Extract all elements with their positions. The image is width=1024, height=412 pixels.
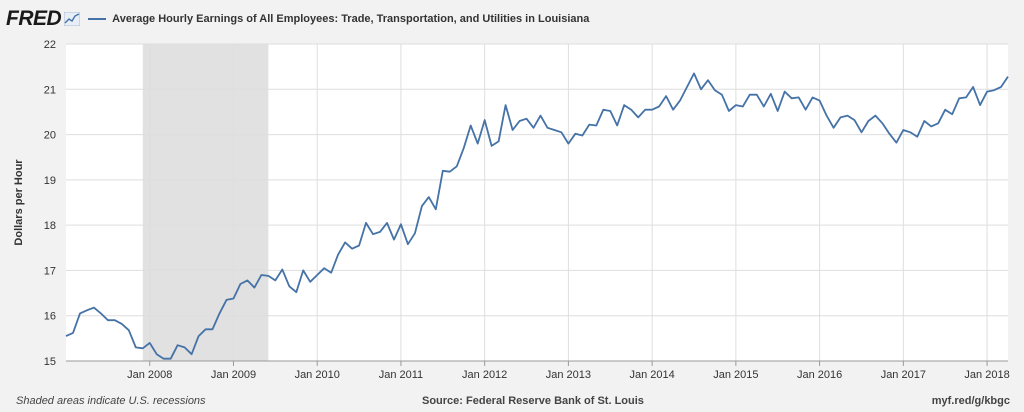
x-tick-label: Jan 2014 — [630, 369, 675, 381]
x-tick-label: Jan 2013 — [546, 369, 591, 381]
x-tick-label: Jan 2011 — [379, 369, 423, 381]
y-tick-label: 15 — [44, 356, 56, 368]
fred-logo: FRED — [6, 7, 62, 30]
x-tick-label: Jan 2017 — [881, 369, 926, 381]
y-tick-label: 17 — [44, 265, 56, 277]
x-tick-label: Jan 2012 — [462, 369, 507, 381]
y-tick-label: 18 — [44, 220, 56, 232]
x-tick-label: Jan 2015 — [713, 369, 758, 381]
y-tick-label: 22 — [44, 39, 56, 51]
short-link[interactable]: myf.red/g/kbgc — [931, 395, 1010, 407]
y-axis-label: Dollars per Hour — [13, 159, 25, 246]
chart-header: FRED Average Hourly Earnings of All Empl… — [6, 6, 589, 32]
x-tick-label: Jan 2018 — [964, 369, 1009, 381]
x-tick-label: Jan 2009 — [211, 369, 256, 381]
x-tick-label: Jan 2016 — [797, 369, 842, 381]
y-tick-label: 20 — [44, 130, 56, 142]
legend-line-swatch — [88, 18, 107, 20]
y-tick-label: 19 — [44, 175, 56, 187]
x-tick-label: Jan 2008 — [127, 369, 172, 381]
recession-note: Shaded areas indicate U.S. recessions — [16, 395, 206, 407]
source-credit: Source: Federal Reserve Bank of St. Loui… — [422, 395, 644, 407]
sparkline-logo-icon — [64, 12, 81, 26]
y-tick-label: 21 — [44, 84, 56, 96]
series-line — [65, 72, 1009, 360]
x-tick-label: Jan 2010 — [295, 369, 340, 381]
y-tick-label: 16 — [44, 311, 56, 323]
legend-series-title: Average Hourly Earnings of All Employees… — [112, 13, 590, 25]
recession-band — [142, 44, 269, 361]
